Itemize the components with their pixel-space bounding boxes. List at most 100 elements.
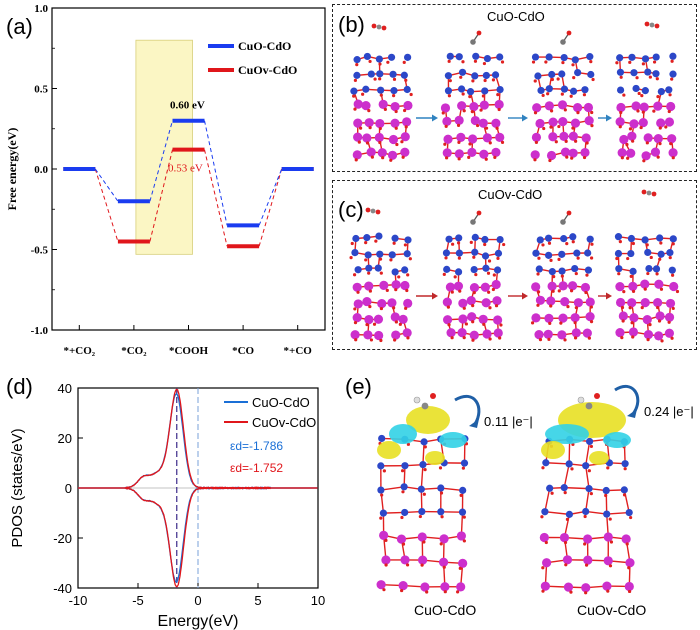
cd-atom [469,330,479,340]
cu-atom [417,485,425,493]
o-atom [652,109,656,113]
cd-atom [653,297,663,308]
cu-atom [376,70,384,78]
o-atom [530,321,535,325]
cd-atom [544,313,554,323]
cu-atom [616,68,625,76]
cd-atom [446,328,456,338]
o-atom [423,468,427,472]
o-atom [670,77,674,81]
cd-atom [531,282,541,292]
cd-atom [558,281,568,291]
o-atom [364,258,368,262]
c-atom [470,219,476,225]
cd-atom [352,282,362,292]
o-atom [565,517,570,521]
cu-atom [481,235,489,244]
c-atom [560,39,566,45]
co-molecule-o-atom [641,189,647,195]
o-atom [606,589,610,593]
cd-atom [602,581,612,591]
cd-atom [656,118,666,128]
o-atom [385,288,389,292]
o-atom [615,256,619,261]
o-atom [557,289,561,293]
o-atom [671,156,675,160]
cu-atom [560,85,569,93]
cu-atom [532,249,540,257]
legend-label: CuOv-CdO [238,63,297,77]
cu-atom [377,462,385,470]
o-atom [573,321,577,325]
o-atom [471,79,475,83]
o-atom [664,125,668,129]
cd-atom [531,313,541,323]
o-atom [551,289,555,293]
o-atom [483,242,487,247]
o-atom [418,514,422,519]
cu-atom [629,267,637,275]
co2-molecule-o-atom [371,23,377,29]
o-atom [471,338,475,342]
cd-atom [568,148,578,158]
cd-atom [400,132,410,142]
cd-atom [585,297,595,307]
cd-atom [495,132,505,142]
co2-molecule-c-atom [376,24,382,30]
cd-atom [445,282,456,292]
cd-atom [377,148,387,158]
left-structure-caption: CuO-CdO [414,602,477,618]
co2-molecule-o-atom [381,25,387,31]
y-tick-label: -20 [53,531,72,546]
o-atom [400,588,404,593]
o-atom [444,124,448,128]
o-atom [367,109,371,113]
cd-atom [443,134,453,144]
cu-atom [458,68,467,76]
cu-atom [630,69,638,77]
o-atom [461,466,465,470]
o-atom [420,563,424,567]
o-atom [631,289,636,293]
cu-atom [470,265,478,274]
o-atom [566,305,570,309]
cu-atom [586,235,594,243]
o-atom [544,60,548,64]
bond [585,465,590,489]
cu-atom [351,249,359,257]
reaction-arrow-head [432,114,438,122]
o-atom [378,62,382,66]
atomic-slab [615,52,678,163]
cu-atom [656,234,664,242]
panel-c-label: (c) [338,197,364,222]
o-atom [589,305,593,309]
cd-atom [458,558,468,568]
cd-atom [493,315,503,325]
cu-atom [669,52,677,60]
cd-atom [387,150,398,160]
cd-atom [469,283,480,293]
o-atom [660,339,664,343]
o-atom [657,319,662,323]
o-atom [405,563,410,567]
charge-accumulation-iso [377,441,401,459]
cd-atom [580,282,591,293]
c-atom [470,39,476,45]
o-atom [422,492,426,496]
bond [564,486,590,490]
y-axis-label: Free energy(eV) [5,128,19,211]
o-atom [635,76,639,80]
cd-atom [559,532,570,543]
o-atom [625,542,629,546]
o-atom [631,139,635,143]
cd-atom [373,314,384,324]
cd-atom [468,134,478,144]
cu-atom [442,249,451,257]
cd-atom [390,118,400,128]
o-atom [386,60,390,64]
c-atom [585,402,593,410]
o-atom [533,79,537,83]
bond [544,511,570,516]
cd-atom [402,117,412,127]
cu-atom [482,264,490,272]
